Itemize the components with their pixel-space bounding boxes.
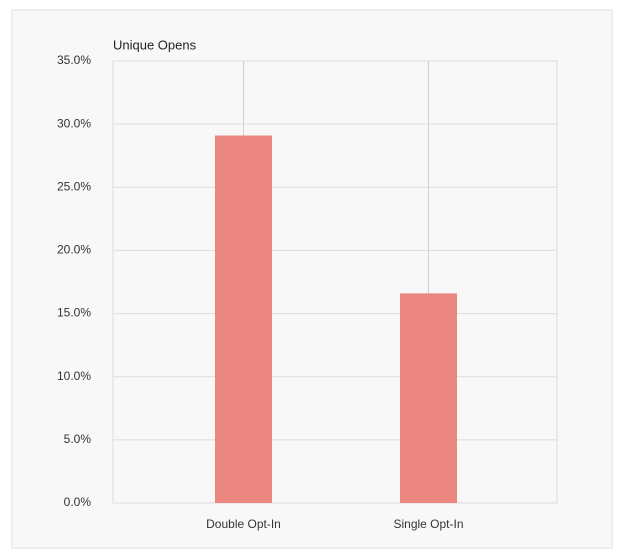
- y-tick-label: 20.0%: [57, 243, 91, 257]
- y-tick-label: 5.0%: [64, 432, 92, 446]
- x-tick-label: Single Opt-In: [393, 517, 463, 531]
- panel: [11, 9, 613, 549]
- y-tick-label: 30.0%: [57, 116, 91, 130]
- y-tick-label: 0.0%: [64, 495, 92, 509]
- bar: [215, 135, 272, 503]
- y-tick-label: 35.0%: [57, 53, 91, 67]
- y-tick-label: 10.0%: [57, 369, 91, 383]
- y-tick-label: 25.0%: [57, 179, 91, 193]
- x-tick-label: Double Opt-In: [206, 517, 281, 531]
- chart-title: Unique Opens: [113, 37, 197, 52]
- bar: [400, 293, 457, 503]
- y-tick-label: 15.0%: [57, 306, 91, 320]
